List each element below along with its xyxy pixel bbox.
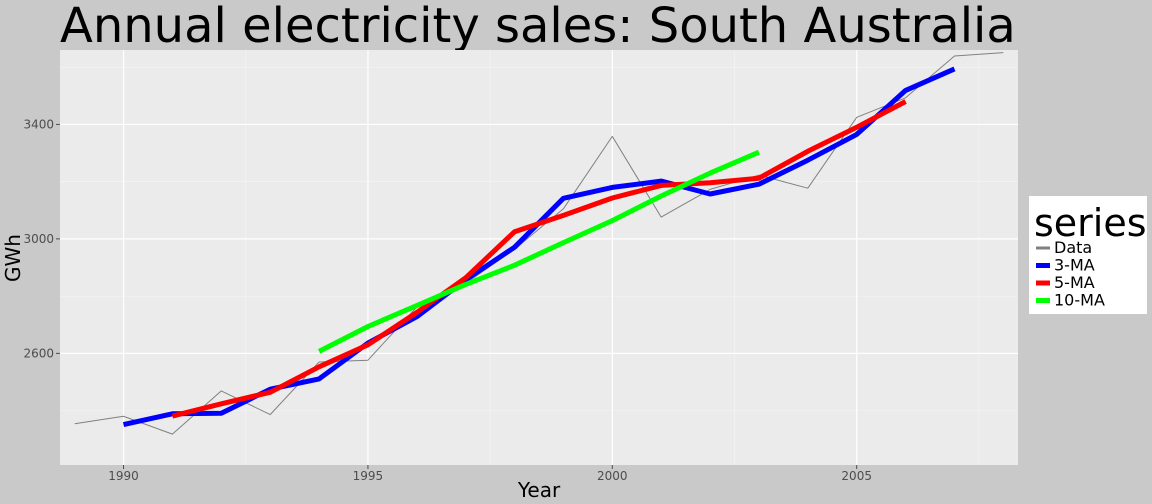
ticks: 1990 1995 2000 2005 2600 3000 3400 bbox=[23, 117, 872, 483]
y-axis-title: GWh bbox=[1, 234, 25, 282]
grid bbox=[60, 50, 1018, 465]
series-layer bbox=[74, 52, 1004, 435]
legend-label-3-ma: 3-MA bbox=[1054, 256, 1095, 275]
legend-title: series bbox=[1034, 201, 1147, 245]
x-tick-label: 1990 bbox=[108, 469, 139, 483]
legend-label-5-ma: 5-MA bbox=[1054, 273, 1095, 292]
series-line-5-ma bbox=[171, 99, 907, 419]
x-tick-label: 2000 bbox=[597, 469, 628, 483]
legend-label-10-ma: 10-MA bbox=[1054, 291, 1105, 310]
x-tick-label: 1995 bbox=[353, 469, 384, 483]
plot-area bbox=[60, 50, 1018, 465]
y-tick-label: 3400 bbox=[23, 117, 54, 131]
x-axis-title: Year bbox=[517, 478, 561, 502]
legend-label-data: Data bbox=[1054, 238, 1092, 257]
y-tick-label: 2600 bbox=[23, 346, 54, 360]
legend-box bbox=[1029, 196, 1147, 314]
x-tick-label: 2005 bbox=[841, 469, 872, 483]
series-line-10-ma bbox=[317, 149, 760, 354]
y-tick-label: 3000 bbox=[23, 232, 54, 246]
chart-title: Annual electricity sales: South Australi… bbox=[60, 0, 1016, 54]
